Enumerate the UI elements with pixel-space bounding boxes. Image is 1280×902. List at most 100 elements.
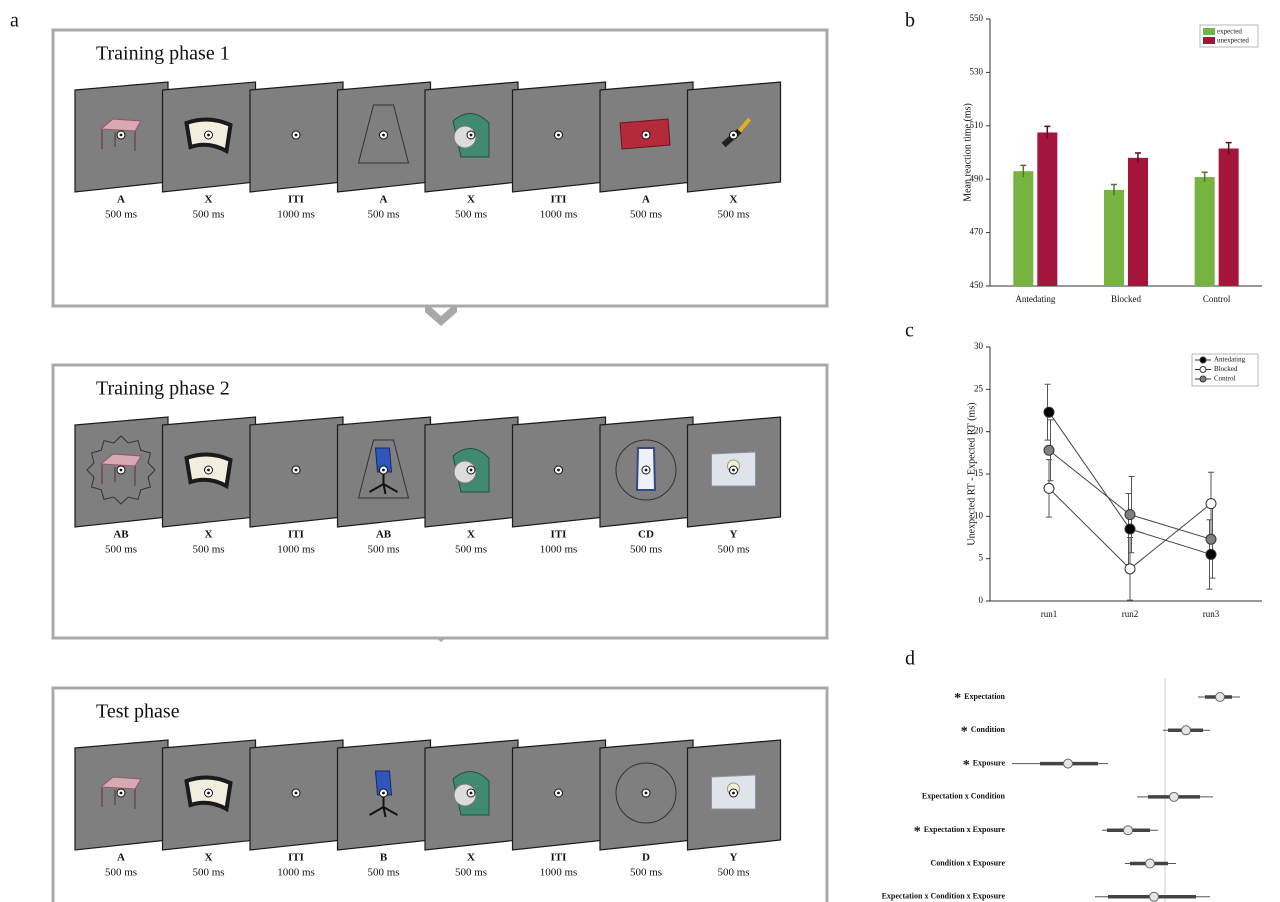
y-tick-label: 30 [974,341,984,351]
y-tick-label: 25 [974,383,984,393]
legend-label: Blocked [1214,365,1238,373]
fixation-dot [207,792,210,795]
frame-label: ITI [551,529,567,541]
frame-label: ITI [288,194,304,206]
y-axis-label: Mean reaction time (ms) [962,103,973,202]
frame-label: A [642,194,650,206]
fixation-dot [557,134,560,137]
legend-label: expected [1217,28,1242,36]
fixation-dot [295,792,298,795]
frame-duration: 500 ms [367,544,399,556]
point [1206,549,1216,559]
y-axis-label: Unexpected RT - Expected RT (ms) [966,402,977,545]
frame-label: X [467,852,475,864]
stimulus-icon [712,775,756,809]
fixation-dot [382,792,385,795]
legend-label: unexpected [1217,37,1249,45]
phase-title: Test phase [96,701,180,723]
frame-label: Y [730,852,738,864]
stimulus-icon [555,131,563,139]
frame-duration: 500 ms [630,867,662,879]
frame-label: D [642,852,650,864]
bar [1013,171,1033,286]
frame-label: AB [113,529,129,541]
coefficient-label: Expectation [964,692,1005,701]
frame-duration: 500 ms [455,544,487,556]
fixation-dot [732,469,735,472]
point [1044,407,1054,417]
frame-label: X [205,852,213,864]
significance-marker: * [961,725,968,740]
stimulus-icon [187,119,231,151]
x-tick-label: run3 [1203,609,1220,619]
coefficient-label: Condition [971,725,1006,734]
stimulus-icon [187,777,231,809]
frame-duration: 1000 ms [277,544,315,556]
fixation-dot [732,134,735,137]
stimulus-icon [712,452,756,486]
legend-swatch [1203,37,1215,44]
panel-label: d [905,648,915,670]
frame-duration: 500 ms [192,209,224,221]
fixation-dot [645,134,648,137]
frame-duration: 500 ms [105,544,137,556]
bar [1037,132,1057,286]
estimate [1064,759,1073,768]
legend-marker [1200,357,1206,363]
frame-duration: 500 ms [717,544,749,556]
frame-label: AB [376,529,392,541]
fixation-dot [207,134,210,137]
x-tick-label: run2 [1122,609,1139,619]
estimate [1216,693,1225,702]
phase-title: Training phase 1 [96,43,230,65]
frame-label: X [467,194,475,206]
fixation-dot [645,469,648,472]
fixation-dot [207,469,210,472]
frame-duration: 500 ms [192,867,224,879]
frame-label: A [380,194,388,206]
point [1206,499,1216,509]
frame-duration: 500 ms [367,867,399,879]
point [1206,534,1216,544]
x-tick-label: Antedating [1015,294,1055,304]
stimulus-icon [620,119,670,149]
coefficient-label: Condition x Exposure [930,858,1005,867]
stimulus-icon [555,789,563,797]
frame-duration: 500 ms [455,867,487,879]
y-tick-label: 530 [970,66,984,76]
stimulus-icon [187,454,231,486]
frame-duration: 500 ms [630,209,662,221]
frame-label: Y [730,529,738,541]
legend-marker [1200,376,1206,382]
fixation-dot [557,792,560,795]
fixation-dot [120,792,123,795]
fixation-dot [295,134,298,137]
y-tick-label: 5 [979,553,984,563]
frame-label: ITI [288,529,304,541]
bar [1128,158,1148,286]
frame-label: B [380,852,388,864]
frame-duration: 500 ms [717,209,749,221]
stimulus-icon [292,466,300,474]
y-tick-label: 550 [970,13,984,23]
fixation-dot [382,469,385,472]
panel-label: c [905,320,914,342]
fixation-dot [470,792,473,795]
legend-label: Antedating [1214,356,1246,364]
fixation-dot [120,134,123,137]
coefficient-label: Expectation x Condition x Exposure [882,892,1006,901]
bar [1104,190,1124,286]
y-tick-label: 0 [979,595,984,605]
frame-duration: 500 ms [717,867,749,879]
fixation-dot [470,134,473,137]
fixation-dot [382,134,385,137]
frame-label: X [467,529,475,541]
panel-label: a [10,10,19,32]
frame-label: ITI [551,852,567,864]
frame-label: A [117,852,125,864]
frame-duration: 1000 ms [540,867,578,879]
point [1044,445,1054,455]
point [1125,510,1135,520]
coefficient-label: Expectation x Exposure [924,825,1006,834]
frame-duration: 500 ms [455,209,487,221]
